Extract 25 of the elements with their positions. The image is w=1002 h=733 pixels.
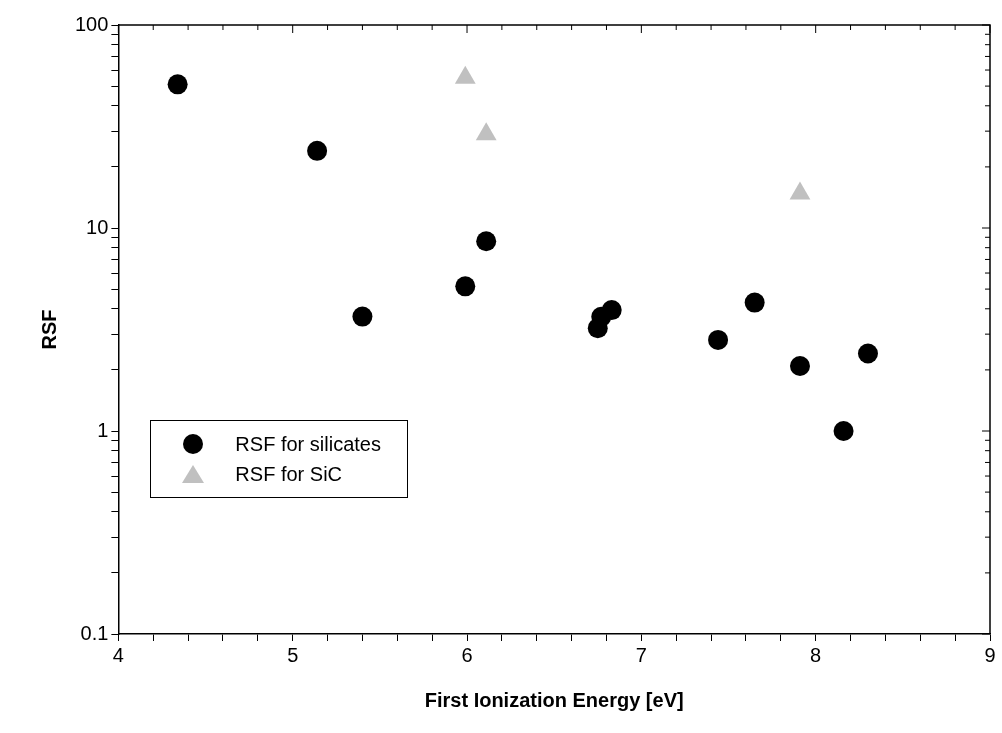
point xyxy=(601,300,622,321)
x-tick-label: 7 xyxy=(635,643,647,666)
point xyxy=(455,276,476,297)
legend-label: RSF for silicates xyxy=(235,432,381,456)
point xyxy=(167,74,188,95)
point xyxy=(352,306,373,327)
point xyxy=(789,356,810,377)
y-tick-label: 0.1 xyxy=(80,621,109,644)
y-tick-label: 100 xyxy=(74,12,109,35)
y-tick-label: 10 xyxy=(86,215,109,238)
point xyxy=(476,231,497,252)
x-tick-label: 6 xyxy=(461,643,473,666)
legend-label: RSF for SiC xyxy=(235,462,343,486)
x-tick-label: 9 xyxy=(984,643,996,666)
point xyxy=(857,343,878,364)
y-tick-label: 1 xyxy=(97,418,109,441)
point xyxy=(744,292,765,313)
point xyxy=(833,421,854,441)
point xyxy=(307,140,328,161)
x-axis-title: First Ionization Energy [eV] xyxy=(424,688,684,711)
point xyxy=(708,329,729,350)
y-axis-title: RSF xyxy=(37,309,60,350)
x-tick-label: 8 xyxy=(810,643,822,666)
x-tick-label: 4 xyxy=(112,643,124,666)
x-tick-label: 5 xyxy=(287,643,299,666)
